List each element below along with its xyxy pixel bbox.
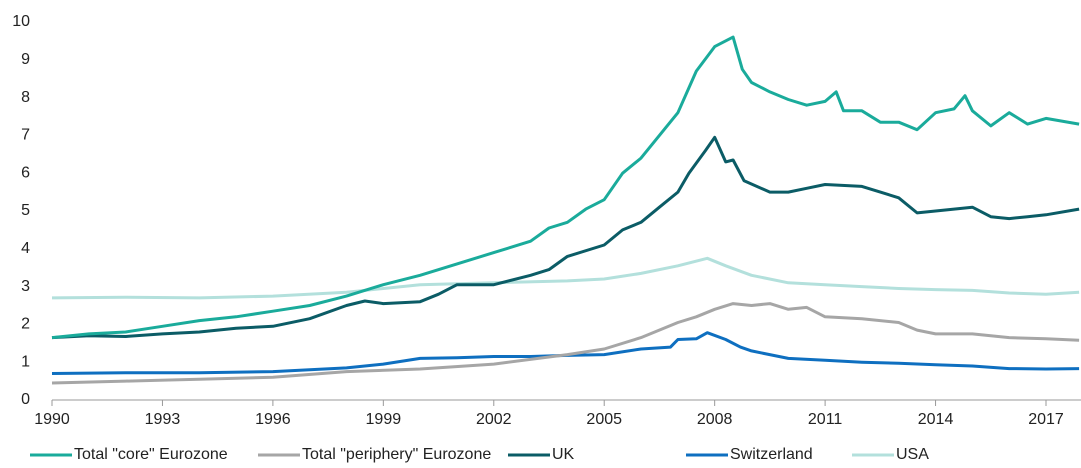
y-tick-label: 3 <box>21 278 30 295</box>
legend-label: USA <box>896 446 929 463</box>
x-tick-label: 2017 <box>1028 411 1064 428</box>
y-tick-label: 7 <box>21 127 30 144</box>
y-tick-label: 9 <box>21 51 30 68</box>
x-tick-label: 2008 <box>697 411 733 428</box>
legend-label: Total "core" Eurozone <box>74 446 228 463</box>
y-tick-label: 2 <box>21 316 30 333</box>
y-tick-label: 4 <box>21 240 30 257</box>
x-tick-label: 1996 <box>255 411 291 428</box>
series-line <box>51 331 1080 375</box>
y-tick-label: 5 <box>21 202 30 219</box>
x-tick-label: 1999 <box>366 411 402 428</box>
series-line <box>51 302 1080 385</box>
x-tick-label: 2002 <box>476 411 512 428</box>
y-tick-label: 8 <box>21 89 30 106</box>
series-line <box>51 135 1080 340</box>
x-tick-label: 2011 <box>808 411 843 428</box>
y-tick-label: 6 <box>21 164 30 181</box>
legend-label: Total "periphery" Eurozone <box>302 446 491 463</box>
x-tick-label: 2005 <box>586 411 622 428</box>
series-line <box>51 35 1080 340</box>
x-tick-label: 2014 <box>918 411 954 428</box>
y-tick-label: 0 <box>21 391 30 408</box>
series-line <box>51 256 1080 300</box>
legend-label: UK <box>552 446 575 463</box>
y-tick-label: 10 <box>12 13 30 30</box>
x-tick-label: 1993 <box>145 411 181 428</box>
x-tick-label: 1990 <box>34 411 70 428</box>
y-tick-label: 1 <box>21 353 30 370</box>
legend-label: Switzerland <box>730 446 813 463</box>
